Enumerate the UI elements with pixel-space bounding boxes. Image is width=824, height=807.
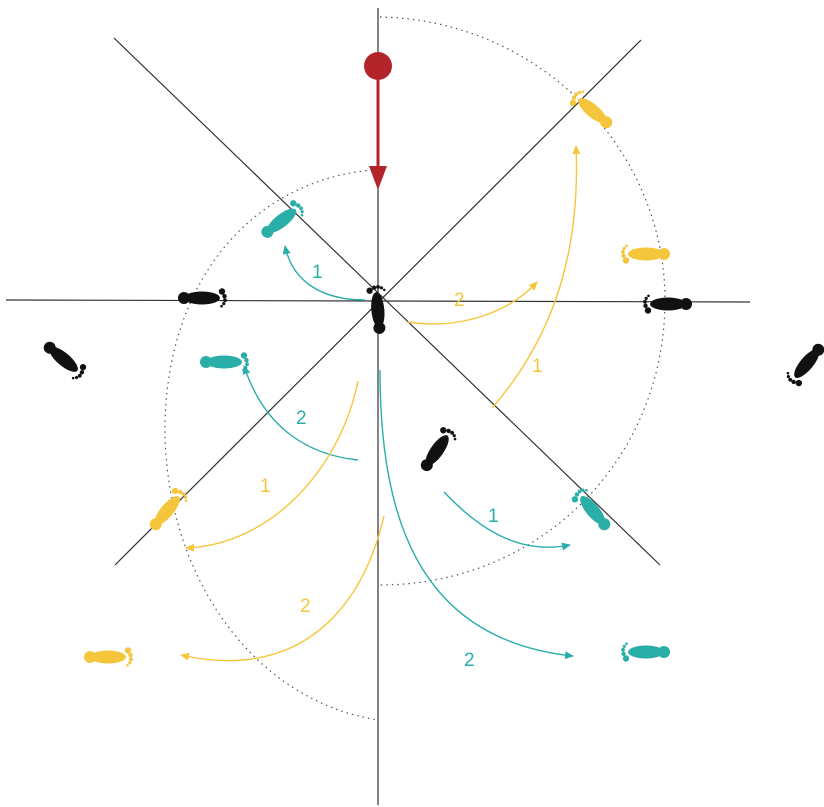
footprint-yellow-upper-right <box>567 87 617 134</box>
red-direction-arrow <box>364 52 392 190</box>
teal-arrow-lower-right <box>443 491 571 551</box>
dotted-circle-left <box>164 169 379 721</box>
teal-arrow-lower-right-long <box>379 369 574 660</box>
step-label-teal-upper-left: 1 <box>312 262 323 283</box>
teal-arrow-left <box>242 365 359 461</box>
step-label-yellow-left-short: 1 <box>260 476 271 497</box>
footprint-black-far-left <box>39 336 89 383</box>
footprint-teal-far-lower-right <box>621 642 670 662</box>
yellow-arrow-left-long <box>180 515 385 662</box>
step-label-teal-lower-right-long: 2 <box>464 650 475 671</box>
step-label-teal-left: 2 <box>296 408 307 429</box>
yellow-arrow-right-short <box>407 281 538 325</box>
footprint-teal-upper-left <box>256 197 308 244</box>
step-label-teal-lower-right: 1 <box>488 506 499 527</box>
footprint-black-far-right <box>783 339 824 389</box>
footprint-black-right-axis <box>643 294 692 314</box>
footprint-yellow-right <box>621 244 670 264</box>
step-label-yellow-right-long: 1 <box>532 356 543 377</box>
diagonal-axis-nw-se <box>113 37 661 566</box>
step-label-yellow-left-long: 2 <box>300 596 311 617</box>
step-label-yellow-right-short: 2 <box>454 290 465 311</box>
footprint-yellow-far-lower-left <box>84 647 133 667</box>
yellow-arrow-left-short <box>185 380 359 552</box>
red-start-dot <box>364 52 392 80</box>
footprint-black-lower-center <box>415 424 460 476</box>
yellow-arrow-right-long <box>491 145 581 409</box>
footprint-black-left-axis <box>178 288 227 308</box>
footprint-teal-left <box>200 352 249 372</box>
footprint-yellow-lower-left <box>144 485 191 535</box>
teal-arrow-upper-left <box>282 245 366 301</box>
